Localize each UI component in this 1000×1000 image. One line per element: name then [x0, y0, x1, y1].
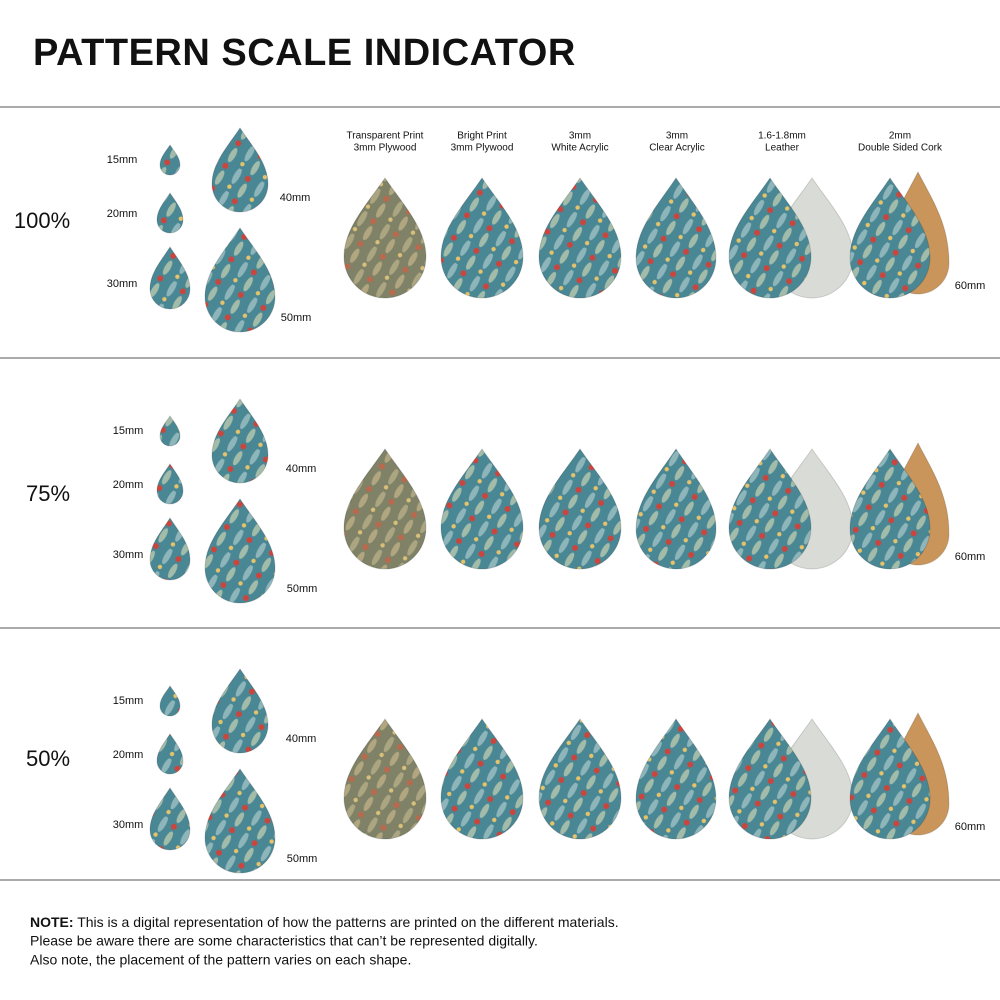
material-label: 3mm Plywood — [451, 143, 514, 154]
note-label: NOTE: — [30, 914, 74, 930]
size-label: 30mm — [113, 819, 144, 831]
material-shape — [849, 448, 931, 570]
material-label: 3mm — [569, 131, 591, 142]
size-label: 15mm — [113, 425, 144, 437]
material-label: Bright Print — [457, 131, 507, 142]
size-label: 30mm — [113, 549, 144, 561]
note-line: Please be aware there are some character… — [30, 933, 538, 949]
material-shape — [343, 718, 427, 840]
sample-shape — [156, 192, 184, 234]
sample-shape — [159, 685, 181, 717]
material-shape — [635, 448, 717, 570]
scale-label: 100% — [14, 208, 70, 233]
sample-shape — [204, 498, 276, 604]
size-label: 30mm — [107, 278, 138, 290]
material-label: Leather — [765, 143, 800, 154]
size-label: 20mm — [107, 208, 138, 220]
material-shape — [635, 177, 717, 299]
scale-label: 50% — [26, 746, 70, 771]
note-line: Also note, the placement of the pattern … — [30, 952, 411, 968]
material-shape — [849, 718, 931, 840]
material-label: 2mm — [889, 131, 911, 142]
size-label: 50mm — [287, 853, 318, 865]
size-label: 15mm — [113, 695, 144, 707]
material-label: 3mm Plywood — [354, 143, 417, 154]
note-text: This is a digital representation of how … — [77, 914, 618, 930]
scale-label: 75% — [26, 481, 70, 506]
sample-shape — [149, 246, 191, 310]
size-label: 50mm — [287, 583, 318, 595]
sample-shape — [204, 227, 276, 333]
material-shape — [538, 448, 622, 570]
size-label: 40mm — [286, 463, 317, 475]
size-label: 40mm — [286, 733, 317, 745]
material-label: White Acrylic — [551, 143, 608, 154]
sample-shape — [204, 768, 276, 874]
size-label: 20mm — [113, 749, 144, 761]
material-shape — [538, 177, 622, 299]
sample-shape — [149, 517, 191, 581]
sample-shape — [159, 144, 181, 176]
material-label: Clear Acrylic — [649, 143, 705, 154]
sample-shape — [156, 733, 184, 775]
size-label: 60mm — [955, 821, 986, 833]
sample-shape — [156, 463, 184, 505]
size-label: 50mm — [281, 312, 312, 324]
material-label: Double Sided Cork — [858, 143, 943, 154]
material-shape — [440, 448, 524, 570]
size-label: 60mm — [955, 551, 986, 563]
material-shape — [343, 177, 427, 299]
material-shape — [635, 718, 717, 840]
sample-shape — [211, 127, 269, 213]
material-shape — [440, 177, 524, 299]
size-label: 40mm — [280, 192, 311, 204]
material-shape — [728, 448, 812, 570]
size-label: 20mm — [113, 479, 144, 491]
material-shape — [440, 718, 524, 840]
material-shape — [849, 177, 931, 299]
size-label: 60mm — [955, 280, 986, 292]
material-label: 1.6-1.8mm — [758, 131, 806, 142]
page-title: PATTERN SCALE INDICATOR — [33, 32, 576, 74]
size-label: 15mm — [107, 154, 138, 166]
sample-shape — [211, 398, 269, 484]
sample-shape — [211, 668, 269, 754]
sample-shape — [159, 415, 181, 447]
sample-shape — [149, 787, 191, 851]
material-shape — [728, 718, 812, 840]
material-label: 3mm — [666, 131, 688, 142]
material-label: Transparent Print — [347, 131, 424, 142]
material-shape — [538, 718, 622, 840]
note-line: NOTE: This is a digital representation o… — [30, 914, 619, 930]
material-shape — [728, 177, 812, 299]
material-shape — [343, 448, 427, 570]
